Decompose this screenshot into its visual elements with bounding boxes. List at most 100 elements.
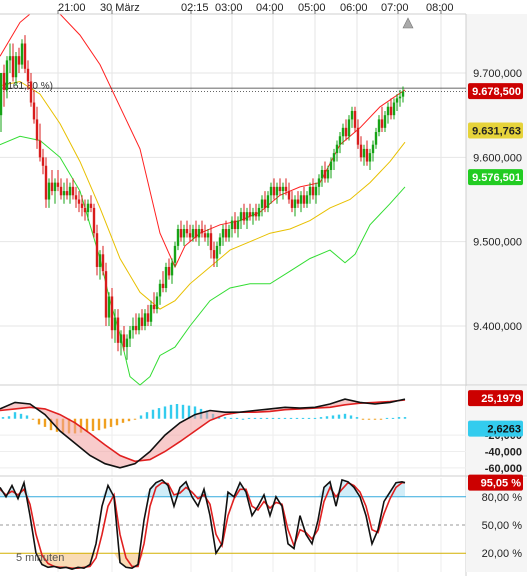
histogram-bar (157, 408, 161, 419)
candle-body (392, 102, 396, 116)
candle-body (2, 73, 6, 90)
y-tick-label: -60,000 (485, 463, 522, 475)
candle-body (386, 106, 390, 116)
histogram-bar (301, 417, 305, 419)
y-tick-label: 20,00 % (482, 548, 523, 560)
histogram-bar (397, 417, 401, 419)
price-axis-bg (466, 14, 527, 385)
candle-body (314, 186, 318, 196)
candle-body (146, 313, 150, 322)
stochastic-panel: 80,00 % 50,00 % 20,00 % 5 minuten 95,05 % (0, 474, 527, 572)
histogram-bar (349, 415, 353, 419)
candle-body (158, 283, 162, 297)
candle-body (62, 191, 66, 196)
candle-body (266, 195, 270, 208)
histogram-bar (247, 417, 251, 419)
y-tick-label: -40,000 (485, 446, 522, 458)
histogram-bar (103, 418, 107, 429)
candle-body (395, 98, 399, 103)
candle-body (326, 169, 330, 179)
stoch-badge-bg (468, 474, 523, 491)
candle-body (137, 317, 141, 331)
candle-body (155, 296, 159, 310)
candle-body (8, 56, 12, 61)
time-tick-label: 02:15 (181, 2, 209, 14)
candle-body (353, 110, 357, 128)
histogram-bar (1, 417, 5, 419)
candle-body (281, 186, 285, 192)
price-badge-bg (468, 83, 523, 100)
candle-body (35, 119, 39, 141)
candle-body (176, 229, 180, 246)
candle-body (149, 304, 153, 322)
histogram-bar (265, 417, 269, 419)
candle-body (182, 229, 186, 238)
candle-body (17, 56, 21, 65)
candle-body (83, 207, 87, 213)
candle-body (308, 186, 312, 196)
candle-body (170, 262, 174, 276)
stoch-badge-text: 95,05 % (481, 478, 522, 490)
candle-body (53, 182, 57, 192)
histogram-bar (31, 418, 35, 420)
histogram-bar (337, 414, 341, 419)
candle-body (29, 81, 33, 103)
candle-body (236, 220, 240, 230)
candle-body (191, 229, 195, 238)
candle-body (341, 127, 345, 137)
histogram-bar (325, 416, 329, 419)
candle-body (173, 245, 177, 263)
candle-body (212, 250, 216, 259)
histogram-bar (313, 417, 317, 419)
candle-body (47, 182, 51, 200)
histogram-bar (289, 417, 293, 419)
candle-body (227, 229, 231, 238)
candle-body (329, 161, 333, 170)
histogram-bar (319, 417, 323, 419)
candle-body (239, 212, 243, 221)
series-line (0, 135, 406, 386)
candle-body (215, 245, 219, 259)
price-badge-text: 9.631,763 (472, 126, 521, 138)
candle-body (203, 233, 207, 238)
histogram-bar (229, 417, 233, 419)
candle-body (311, 186, 315, 196)
histogram-bar (133, 418, 137, 420)
candle-body (65, 191, 69, 196)
histogram-bar (283, 417, 287, 419)
candle-body (332, 153, 336, 162)
histogram-bar (7, 416, 11, 419)
candle-body (131, 325, 135, 331)
macd-badge-bg (468, 390, 523, 407)
macd-hist-badge-text: 2,6263 (487, 424, 521, 436)
candle-body (242, 212, 246, 221)
candle-body (368, 153, 372, 162)
histogram-bar (127, 418, 131, 422)
candle-body (179, 229, 183, 238)
price-badge-bg (468, 169, 523, 186)
histogram-bar (235, 417, 239, 419)
histogram-bar (25, 415, 29, 419)
candle-body (209, 233, 213, 251)
candle-body (278, 186, 282, 192)
y-tick-label: 80,00 % (482, 492, 523, 504)
candle-body (185, 229, 189, 234)
candle-body (167, 266, 171, 276)
candle-body (287, 191, 291, 200)
candle-body (50, 182, 54, 192)
candle-body (317, 178, 321, 187)
candle-body (68, 186, 72, 196)
candle-body (218, 237, 222, 246)
histogram-bar (295, 417, 299, 419)
price-badge-text: 9.576,501 (472, 172, 521, 184)
candle-body (125, 338, 129, 348)
histogram-bar (139, 415, 143, 419)
candle-body (5, 60, 9, 90)
candle-body (374, 132, 378, 145)
histogram-bar (85, 418, 89, 432)
histogram-bar (145, 412, 149, 419)
candle-body (356, 127, 360, 145)
candle-body (230, 220, 234, 230)
histogram-bar (37, 418, 41, 425)
